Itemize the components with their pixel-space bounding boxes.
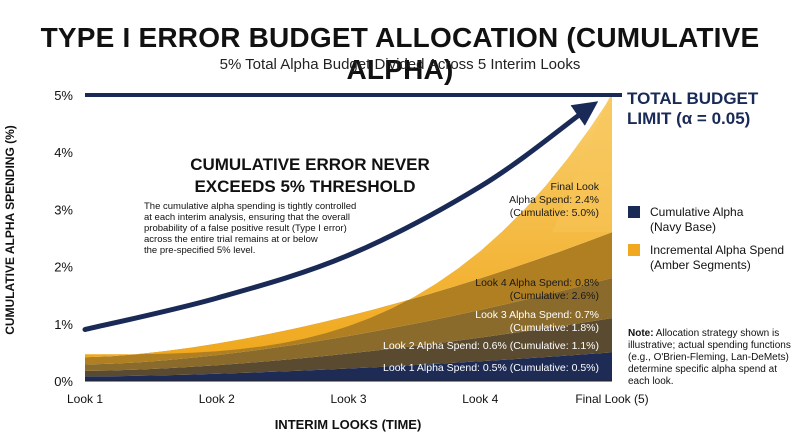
annotation-body-line-5: the pre-specified 5% level. xyxy=(144,245,255,256)
y-tick-label: 1% xyxy=(54,317,73,332)
x-tick-label: Look 3 xyxy=(330,392,366,406)
band-final-highlight xyxy=(552,95,612,233)
y-tick-label: 5% xyxy=(54,88,73,103)
look4-label-1: Look 4 Alpha Spend: 0.8% xyxy=(475,277,599,289)
x-tick-label: Final Look (5) xyxy=(575,392,648,406)
cumulative-curve xyxy=(82,101,599,333)
x-tick-label: Look 2 xyxy=(199,392,235,406)
x-tick-label: Look 1 xyxy=(67,392,103,406)
look1-label: Look 1 Alpha Spend: 0.5% (Cumulative: 0.… xyxy=(383,362,599,374)
band-2 xyxy=(85,318,612,377)
footnote-bold: Note: xyxy=(628,328,654,339)
annotation-headline-1: CUMULATIVE ERROR NEVER xyxy=(190,155,430,174)
legend-swatch-amber xyxy=(628,244,640,256)
chart-title: TYPE I ERROR BUDGET ALLOCATION (CUMULATI… xyxy=(40,22,760,85)
chart-subtitle: 5% Total Alpha Budget Divided Across 5 I… xyxy=(219,56,581,73)
legend-amber-line2: (Amber Segments) xyxy=(650,258,751,272)
y-tick-label: 0% xyxy=(54,374,73,389)
band-1 xyxy=(85,352,612,381)
band-4 xyxy=(85,232,612,365)
annotation-headline-2: EXCEEDS 5% THRESHOLD xyxy=(194,177,415,196)
y-tick-label: 2% xyxy=(54,260,73,275)
look2-label: Look 2 Alpha Spend: 0.6% (Cumulative: 1.… xyxy=(383,340,599,352)
annotation-body-line-3: probability of a false positive result (… xyxy=(144,223,347,234)
y-tick-label: 4% xyxy=(54,145,73,160)
annotation-body-line-2: at each interim analysis, ensuring that … xyxy=(144,212,350,223)
look4-label-2: (Cumulative: 2.6%) xyxy=(510,290,599,302)
legend-amber-line1: Incremental Alpha Spend xyxy=(650,243,784,257)
y-tick-label: 3% xyxy=(54,202,73,217)
x-tick-label: Look 4 xyxy=(462,392,498,406)
footnote: Note: Allocation strategy shown is illus… xyxy=(628,328,796,388)
legend-swatch-navy xyxy=(628,206,640,218)
x-axis-label: INTERIM LOOKS (TIME) xyxy=(275,417,422,432)
final-label-1: Final Look xyxy=(551,181,600,193)
look3-label-1: Look 3 Alpha Spend: 0.7% xyxy=(475,309,599,321)
annotation-body-line-1: The cumulative alpha spending is tightly… xyxy=(144,201,356,212)
footnote-text: Allocation strategy shown is illustrativ… xyxy=(628,328,791,387)
legend-navy-line1: Cumulative Alpha xyxy=(650,205,744,219)
look3-label-2: (Cumulative: 1.8%) xyxy=(510,322,599,334)
y-axis-label: CUMULATIVE ALPHA SPENDING (%) xyxy=(3,125,17,335)
final-label-2: Alpha Spend: 2.4% xyxy=(509,194,599,206)
annotation-body-line-4: across the entire trial remains at or be… xyxy=(144,234,318,245)
legend-navy-line2: (Navy Base) xyxy=(650,220,716,234)
limit-label-line2: LIMIT (α = 0.05) xyxy=(627,109,750,128)
limit-label-line1: TOTAL BUDGET xyxy=(627,89,759,108)
final-label-3: (Cumulative: 5.0%) xyxy=(510,207,599,219)
band-3 xyxy=(85,278,612,371)
